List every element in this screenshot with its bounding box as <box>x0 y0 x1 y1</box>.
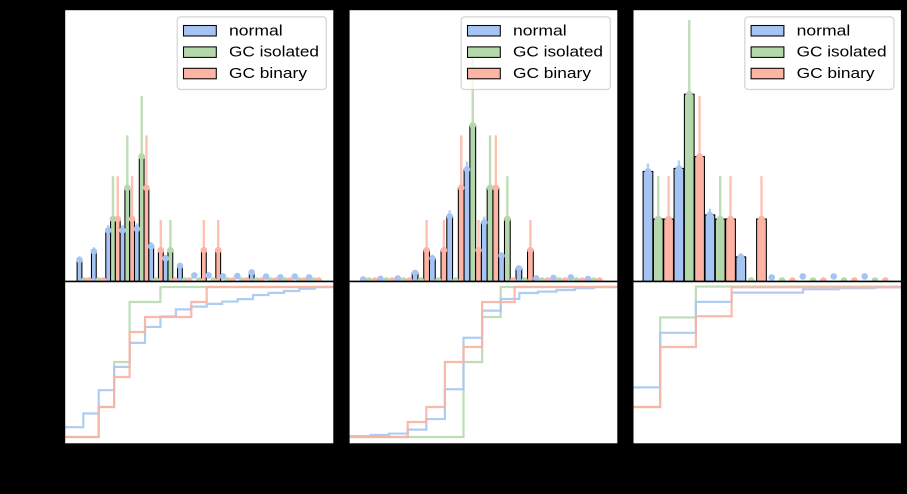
svg-text:GC binary: GC binary <box>229 65 307 82</box>
svg-text:normal: normal <box>229 22 283 39</box>
svg-text:normal: normal <box>797 22 851 39</box>
svg-text:GC binary: GC binary <box>797 65 875 82</box>
svg-text:GC isolated: GC isolated <box>797 44 887 61</box>
svg-text:normal: normal <box>513 22 567 39</box>
svg-text:GC isolated: GC isolated <box>229 44 319 61</box>
svg-text:GC binary: GC binary <box>513 65 591 82</box>
svg-text:GC isolated: GC isolated <box>513 44 603 61</box>
